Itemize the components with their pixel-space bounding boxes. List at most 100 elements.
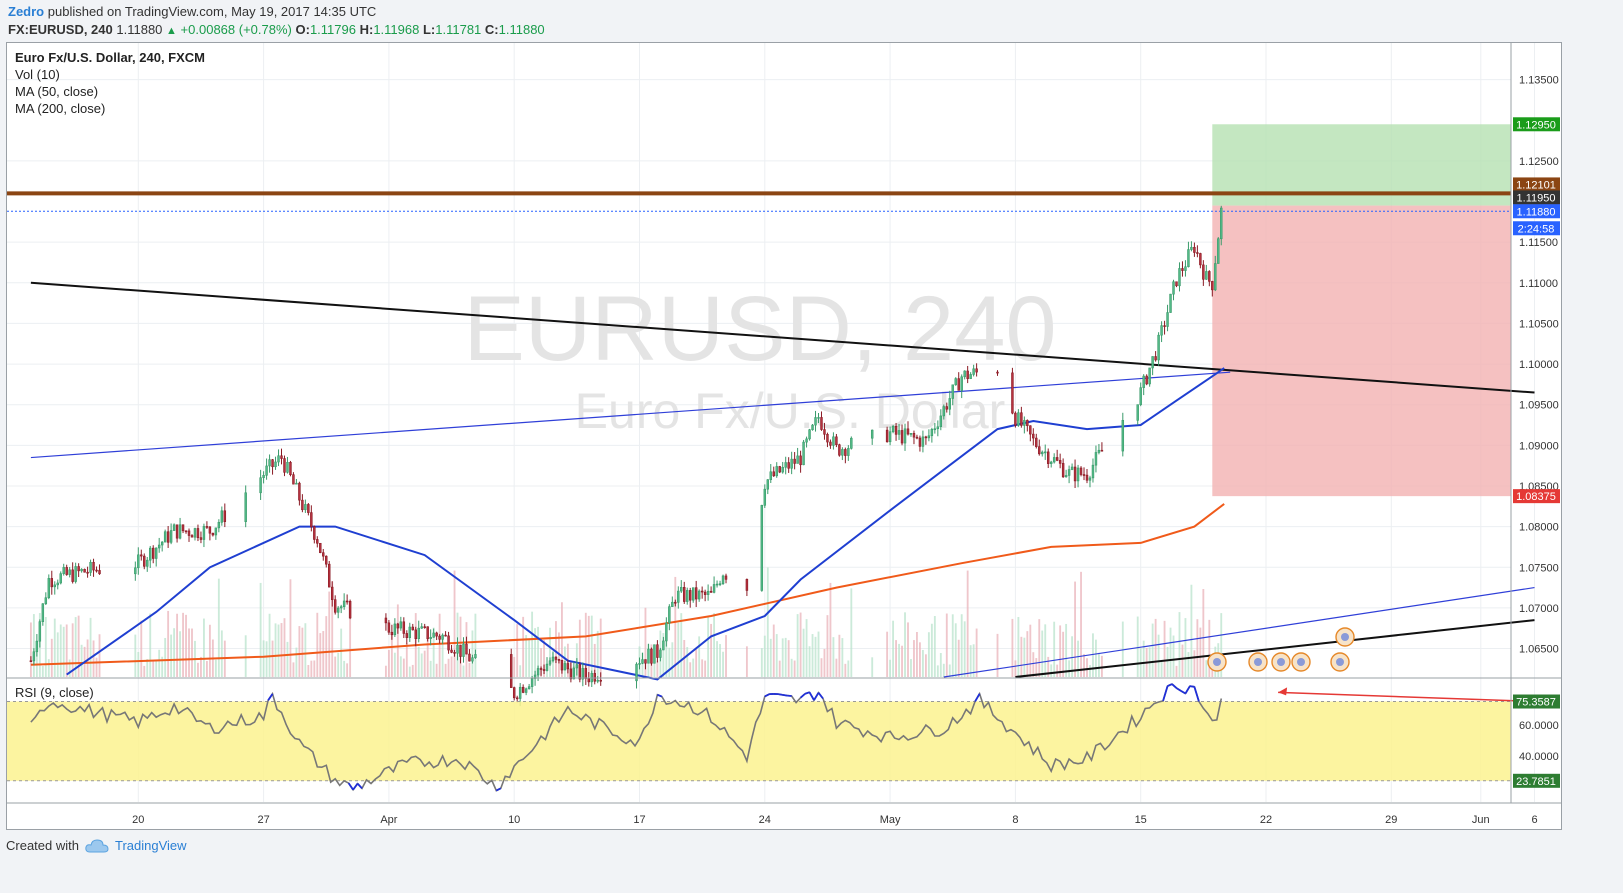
candle-body (393, 623, 397, 636)
candle (1032, 428, 1035, 446)
candle (1064, 469, 1068, 478)
volume-bar (292, 662, 295, 677)
candle (838, 443, 841, 457)
candle (1049, 460, 1053, 468)
legend-rsi[interactable]: RSI (9, close) (15, 685, 94, 700)
candle-body (417, 627, 420, 640)
candle-body (1049, 461, 1053, 464)
volume-bar (203, 618, 205, 677)
candle-body (1014, 412, 1017, 426)
candle (948, 390, 951, 416)
volume-bar (164, 637, 167, 677)
candle-body (450, 649, 453, 653)
candle-body (62, 567, 65, 574)
candle (435, 631, 438, 641)
candle (65, 564, 68, 576)
watermark-name: Euro Fx/U.S. Dollar (575, 383, 1006, 439)
volume-bar (438, 613, 441, 677)
candle-body (169, 530, 173, 543)
candle (1154, 351, 1157, 362)
candle-body (659, 649, 662, 658)
candle-body (163, 531, 167, 543)
legend-vol[interactable]: Vol (10) (15, 67, 60, 82)
legend-ma200[interactable]: MA (200, close) (15, 101, 106, 116)
author-name[interactable]: Zedro (8, 4, 45, 19)
candle (178, 517, 182, 540)
candle-body (333, 599, 337, 613)
candle-body (193, 528, 197, 538)
candle-body (915, 436, 919, 439)
candle (996, 370, 999, 376)
candle (384, 613, 388, 631)
candle (841, 447, 844, 461)
candle-body (1100, 449, 1104, 452)
volume-bar (44, 616, 47, 677)
volume-bar (1220, 613, 1223, 677)
candle (954, 377, 957, 386)
candle (1211, 280, 1214, 297)
candle (817, 413, 820, 423)
tradingview-link[interactable]: TradingView (114, 838, 187, 853)
candle (844, 447, 847, 464)
candle (894, 422, 898, 441)
candle (581, 662, 585, 687)
volume-bar (387, 650, 390, 677)
economic-event-flag-icon (1248, 652, 1268, 672)
volume-bar (471, 630, 474, 677)
volume-bar (1166, 646, 1169, 677)
volume-bar (930, 623, 933, 677)
candle (151, 545, 155, 564)
candle (38, 619, 42, 648)
candle (396, 622, 400, 634)
candle (348, 599, 352, 620)
legend-ma50[interactable]: MA (50, close) (15, 84, 99, 99)
volume-bar (1071, 636, 1074, 677)
candle-body (1011, 372, 1014, 414)
volume-bar (167, 610, 170, 677)
volume-bar (322, 631, 325, 677)
candle (450, 645, 453, 654)
candle (134, 561, 137, 581)
watermark-symbol: EURUSD, 240 (463, 278, 1056, 380)
price-tag-label: 1.12950 (1516, 119, 1556, 131)
rsi-extreme-segment (495, 787, 502, 792)
candle (724, 573, 728, 584)
candle (656, 640, 659, 663)
volume-bar (340, 628, 343, 677)
candle (399, 616, 403, 631)
candle-body (1017, 412, 1020, 426)
volume-bar (701, 659, 704, 677)
volume-bar (835, 658, 838, 677)
candle (706, 584, 710, 601)
candle-body (924, 436, 928, 439)
volume-bar (1050, 664, 1053, 677)
candle-body (832, 436, 835, 446)
candle-body (1082, 474, 1086, 476)
candle (154, 547, 158, 567)
candle (1061, 458, 1065, 478)
candle-body (814, 417, 817, 426)
candle (778, 465, 781, 474)
candle (220, 506, 224, 526)
candle-body (86, 571, 89, 574)
candle (569, 662, 573, 683)
candle-body (745, 579, 749, 591)
candle (1160, 321, 1163, 343)
candle (563, 660, 567, 671)
candle-body (178, 524, 182, 539)
candle-body (772, 471, 775, 477)
time-tick-label: 24 (759, 814, 771, 826)
candle-body (575, 664, 579, 669)
volume-bar (214, 659, 217, 677)
volume-bar (910, 659, 912, 677)
candle (44, 592, 48, 606)
candle (310, 505, 313, 532)
candle (441, 633, 444, 645)
candle (1175, 281, 1178, 288)
candle-body (641, 659, 644, 664)
candle-body (1175, 281, 1178, 287)
candle-body (89, 561, 92, 573)
candle (345, 594, 349, 605)
candle-body (47, 578, 51, 599)
